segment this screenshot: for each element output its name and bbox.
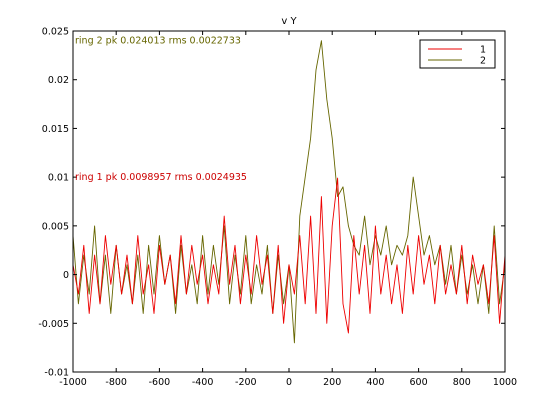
x-tick-label: 400 bbox=[366, 377, 384, 388]
legend-box bbox=[419, 39, 496, 69]
x-tick-label: -200 bbox=[235, 377, 257, 388]
x-tick-label: 600 bbox=[410, 377, 428, 388]
y-tick-label: 0.025 bbox=[42, 27, 69, 38]
y-tick-label: 0.02 bbox=[48, 75, 69, 86]
x-tick-label: -600 bbox=[149, 377, 171, 388]
series-layer bbox=[72, 40, 506, 344]
x-tick-label: -800 bbox=[105, 377, 127, 388]
y-tick-label: 0.01 bbox=[48, 173, 69, 184]
x-tick-label: 1000 bbox=[493, 377, 517, 388]
legend: 12 bbox=[419, 39, 496, 69]
legend-label-1: 1 bbox=[480, 45, 486, 56]
x-tick-label: 0 bbox=[286, 377, 292, 388]
chart-title: v Y bbox=[281, 16, 297, 27]
x-tick-label: -1000 bbox=[59, 377, 87, 388]
y-tick-label: -0.01 bbox=[44, 368, 69, 379]
series-1-line bbox=[72, 177, 506, 334]
y-tick-label: -0.005 bbox=[38, 319, 69, 330]
plot-background bbox=[73, 31, 505, 372]
x-tick-label: 800 bbox=[453, 377, 471, 388]
y-tick-label: 0.005 bbox=[42, 221, 69, 232]
y-tick-label: 0.015 bbox=[42, 124, 69, 135]
annotation-ring-1: ring 1 pk 0.0098957 rms 0.0024935 bbox=[75, 172, 247, 183]
annotation-layer: ring 2 pk 0.024013 rms 0.0022733 ring 1 p… bbox=[75, 36, 247, 183]
y-tick-label: 0 bbox=[63, 270, 69, 281]
x-tick-label: -400 bbox=[192, 377, 214, 388]
ticks-layer: -1000 -800 -600 -400 -200 0 200 400 600 800 1000 -0… bbox=[38, 27, 517, 389]
legend-label-2: 2 bbox=[480, 56, 486, 67]
x-tick-label: 200 bbox=[323, 377, 341, 388]
annotation-ring-2: ring 2 pk 0.024013 rms 0.0022733 bbox=[75, 36, 241, 47]
